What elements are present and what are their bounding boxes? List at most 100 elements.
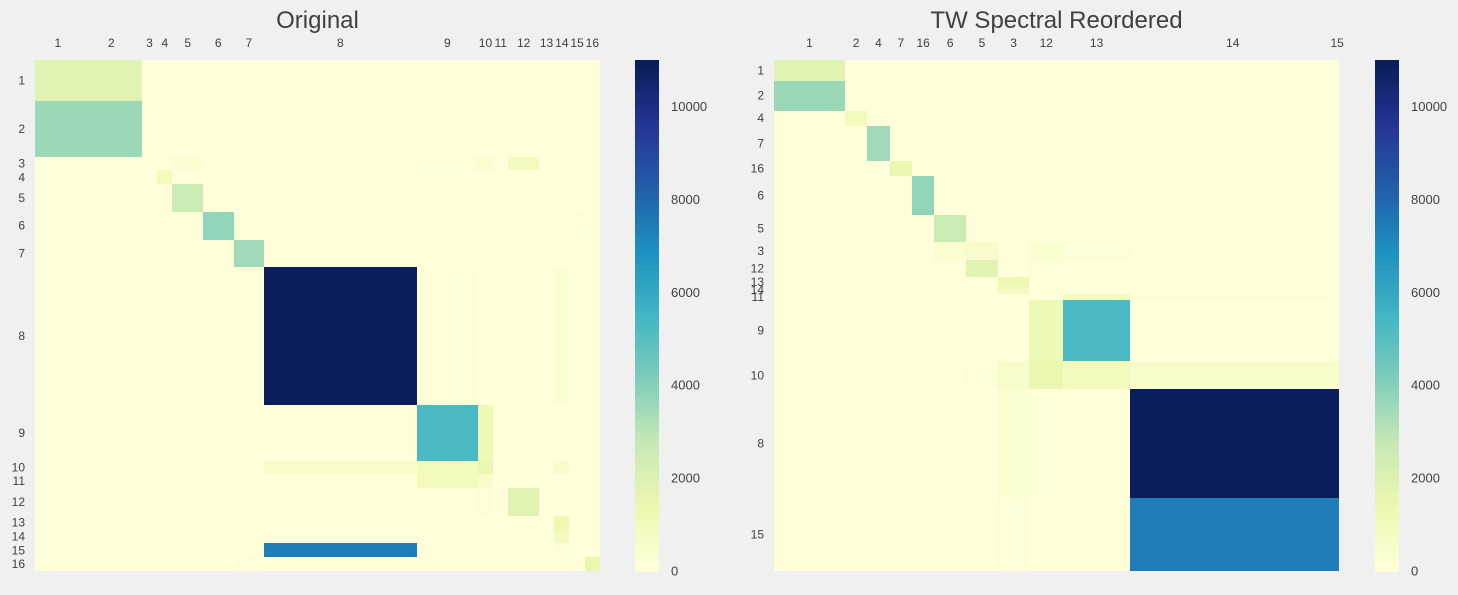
colorbar-segment: [1375, 566, 1399, 572]
colorbar-segment: [1375, 152, 1399, 159]
colorbar-segment: [1375, 459, 1399, 465]
colorbar-segment: [635, 227, 659, 233]
x-tick-label: 13: [540, 36, 554, 50]
colorbar-segment: [635, 278, 659, 284]
heatmap-cell: [998, 277, 1029, 286]
heatmap-cell: [1130, 498, 1335, 571]
colorbar-segment: [635, 166, 659, 173]
colorbar-segment: [1375, 78, 1399, 84]
colorbar-segment: [635, 171, 659, 177]
x-tick-label: 2: [853, 36, 860, 50]
y-tick-label: 3: [757, 244, 764, 258]
colorbar-segment: [1375, 380, 1399, 386]
colorbar-segment: [635, 533, 659, 540]
colorbar-segment: [1375, 194, 1399, 200]
x-tick-label: 16: [586, 36, 600, 50]
x-tick-label: 4: [161, 36, 168, 50]
heatmap-cell: [554, 267, 569, 405]
y-tick-label: 10: [12, 460, 26, 474]
colorbar-segment: [635, 450, 659, 456]
colorbar-segment: [635, 120, 659, 126]
x-tick-label: 2: [108, 36, 115, 50]
colorbar-segment: [635, 92, 659, 98]
heatmap-cell: [934, 215, 966, 242]
colorbar-segment: [1375, 505, 1399, 512]
y-tick-label: 4: [757, 111, 764, 125]
y-tick-label: 9: [18, 426, 25, 440]
heatmap-cell: [234, 240, 264, 267]
colorbar-segment: [1375, 478, 1399, 484]
colorbar-segment: [1375, 92, 1399, 98]
colorbar-segment: [1375, 264, 1399, 270]
heatmap-cell: [1063, 242, 1130, 260]
colorbar-segment: [1375, 468, 1399, 475]
colorbar-segment: [1375, 64, 1399, 70]
colorbar-segment: [635, 464, 659, 470]
colorbar-segment: [1375, 217, 1399, 224]
colorbar-segment: [1375, 343, 1399, 349]
heatmap-cell: [417, 267, 478, 405]
colorbar-segment: [1375, 101, 1399, 108]
colorbar-segment: [635, 338, 659, 344]
y-tick-label: 14: [12, 529, 26, 543]
heatmap-cell: [508, 157, 539, 170]
colorbar-segment: [1375, 97, 1399, 103]
colorbar-segment: [635, 426, 659, 433]
colorbar-segment: [1375, 69, 1399, 75]
colorbar-tick-label: 2000: [1411, 471, 1440, 486]
colorbar-segment: [635, 273, 659, 279]
colorbar-segment: [635, 482, 659, 488]
colorbar-segment: [1375, 273, 1399, 279]
colorbar-segment: [1375, 366, 1399, 372]
colorbar-segment: [635, 422, 659, 428]
x-tick-label: 4: [875, 36, 882, 50]
colorbar-segment: [1375, 306, 1399, 312]
colorbar-segment: [635, 143, 659, 149]
colorbar-segment: [635, 138, 659, 145]
colorbar-segment: [1375, 315, 1399, 321]
colorbar-segment: [635, 176, 659, 182]
colorbar-segment: [635, 431, 659, 437]
colorbar-segment: [635, 180, 659, 187]
colorbar-segment: [1375, 236, 1399, 242]
colorbar-segment: [1375, 245, 1399, 252]
heatmap-cell: [417, 461, 478, 474]
x-tick-label: 15: [1330, 36, 1344, 50]
colorbar-segment: [635, 361, 659, 368]
heatmap-cell: [35, 101, 81, 157]
colorbar-segment: [635, 217, 659, 224]
colorbar-segment: [1375, 190, 1399, 196]
heatmap-cell: [1029, 242, 1063, 260]
colorbar-segment: [635, 385, 659, 391]
heatmap-cell: [478, 474, 493, 488]
colorbar-tick-label: 0: [1411, 564, 1418, 579]
heatmap-cell: [998, 498, 1029, 571]
colorbar-segment: [635, 492, 659, 498]
colorbar-segment: [635, 162, 659, 168]
heatmap-cell: [998, 361, 1029, 389]
colorbar-segment: [1375, 515, 1399, 521]
colorbar-tick-label: 6000: [1411, 285, 1440, 300]
heatmap-cell: [417, 157, 478, 170]
colorbar-segment: [1375, 357, 1399, 363]
y-tick-label: 15: [751, 528, 765, 542]
y-tick-label: 11: [13, 474, 26, 488]
colorbar-segment: [635, 73, 659, 80]
colorbar-segment: [635, 194, 659, 200]
colorbar-segment: [635, 129, 659, 135]
y-tick-label: 10: [751, 368, 765, 382]
x-tick-label: 3: [1010, 36, 1017, 50]
colorbar-segment: [635, 97, 659, 103]
colorbar-segment: [1375, 436, 1399, 442]
colorbar-segment: [1375, 106, 1399, 112]
y-tick-label: 9: [757, 323, 764, 337]
heatmap-cell: [157, 170, 172, 184]
colorbar-segment: [1375, 352, 1399, 358]
heatmap-cell: [1029, 389, 1063, 498]
colorbar-segment: [1375, 492, 1399, 498]
colorbar-segment: [635, 454, 659, 461]
colorbar-segment: [1375, 208, 1399, 214]
colorbar-segment: [1375, 148, 1399, 154]
